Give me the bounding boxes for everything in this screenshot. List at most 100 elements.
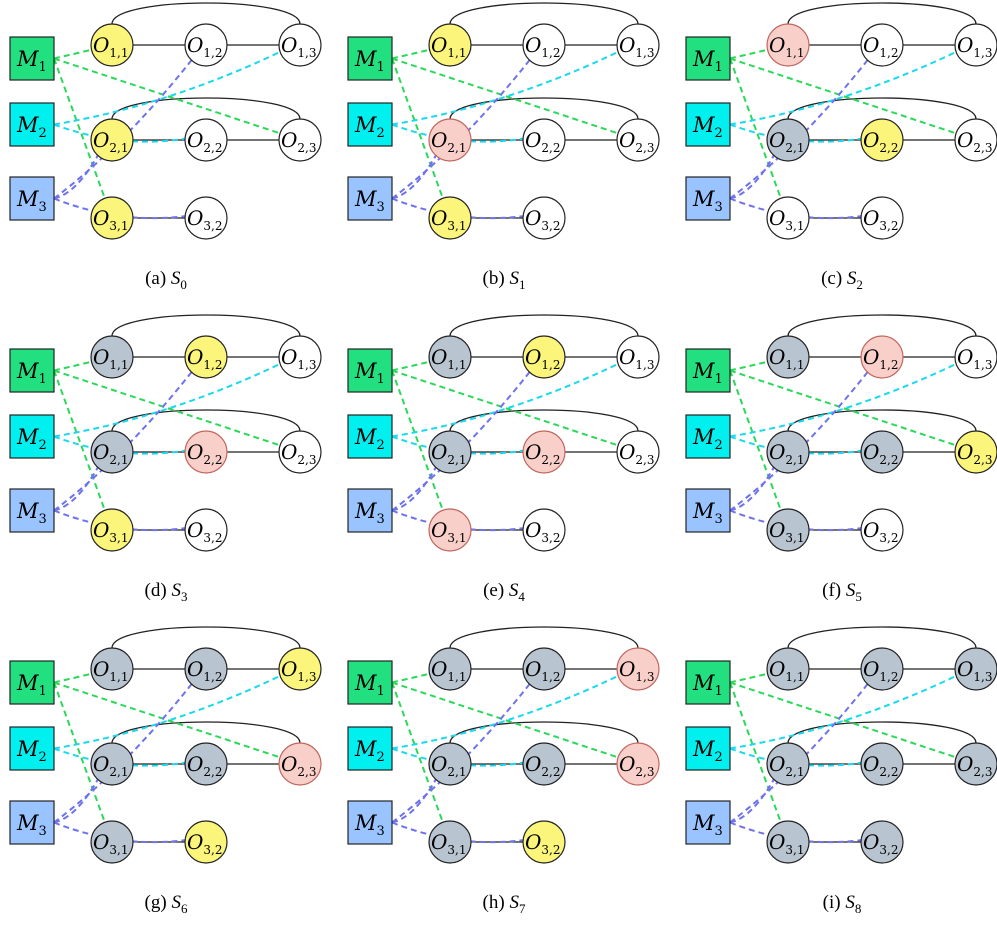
operation-o23: O2,3 <box>954 430 997 474</box>
machine-label: M1 <box>692 359 723 387</box>
operation-o21: O2,1 <box>90 430 134 474</box>
machine-edge-m1-o23 <box>53 369 284 448</box>
panel-s1: M1 M2 M3 O1,1 O1,2 O1,3 O2,1 O2,2 O2,3 O3,1 O3,2 (b… <box>338 0 670 312</box>
machine-edge-m2-o22 <box>391 435 527 455</box>
machine-label: M2 <box>692 425 723 453</box>
machine-box <box>347 348 393 393</box>
operation-label: O1,1 <box>93 657 129 684</box>
operation-node-done <box>90 335 134 379</box>
machine-m3: M3 <box>685 176 731 221</box>
machine-edge-m1-o23 <box>391 57 622 136</box>
graph-1: M1 M2 M3 O1,1 O1,2 O1,3 O2,1 O2,2 O2,3 O3,1 O3,2 <box>347 2 660 240</box>
machine-label: M2 <box>16 737 47 765</box>
operation-o11: O1,1 <box>766 23 810 67</box>
machine-edge-m1-o31 <box>53 682 107 826</box>
operation-node-done <box>184 742 228 786</box>
graph-3: M1 M2 M3 O1,1 O1,2 O1,3 O2,1 O2,2 O2,3 O3,1 O3,2 <box>9 314 322 552</box>
machine-label: M3 <box>692 187 723 215</box>
machine-m1: M1 <box>9 660 55 705</box>
operation-node-done <box>522 647 566 691</box>
caption-state-symbol: S <box>509 892 519 913</box>
panel-s6: M1 M2 M3 O1,1 O1,2 O1,3 O2,1 O2,2 O2,3 O3,1 O3,2 (g… <box>0 624 332 936</box>
operation-node-ready <box>522 820 566 864</box>
operation-node-done <box>766 742 810 786</box>
operation-node-done <box>954 742 997 786</box>
operation-node-processing <box>428 118 472 162</box>
machine-edge-m2-o13 <box>729 673 960 750</box>
operation-o21: O2,1 <box>766 742 810 786</box>
operation-label: O1,1 <box>93 345 129 372</box>
operation-o23: O2,3 <box>616 742 660 786</box>
operation-label: O2,2 <box>187 128 223 155</box>
job-link-o21-o23 <box>111 97 301 120</box>
operation-label: O2,2 <box>525 128 561 155</box>
operation-label: O3,2 <box>187 830 223 857</box>
operation-label: O3,1 <box>431 830 467 857</box>
operation-node-done <box>428 335 472 379</box>
machine-box <box>347 488 393 533</box>
machine-m2: M2 <box>347 102 393 147</box>
operation-o13: O1,3 <box>278 23 322 67</box>
operation-node-done <box>428 430 472 474</box>
operation-o13: O1,3 <box>616 335 660 379</box>
machine-box <box>347 660 393 705</box>
machine-box <box>9 660 55 705</box>
operation-label: O2,3 <box>957 440 993 467</box>
machine-edge-m3-o32 <box>729 821 865 844</box>
machine-edge-m3-o21 <box>53 152 101 200</box>
caption-tag: (b) <box>482 268 505 289</box>
operation-label: O3,1 <box>93 206 129 233</box>
machine-edge-m3-o32 <box>53 197 189 220</box>
operation-label: O3,1 <box>93 518 129 545</box>
operation-node-ready <box>90 118 134 162</box>
caption-state-index: 5 <box>855 588 862 604</box>
machine-edge-m1-o23 <box>729 57 960 136</box>
operation-node-ready <box>522 335 566 379</box>
operation-o23: O2,3 <box>278 118 322 162</box>
panel-caption: (f) S5 <box>676 580 997 605</box>
machine-m2: M2 <box>347 414 393 459</box>
job-link-o11-o13 <box>111 314 301 337</box>
machine-edge-m2-o13 <box>391 49 622 126</box>
operation-o22: O2,2 <box>860 742 904 786</box>
machine-m1: M1 <box>685 660 731 705</box>
machine-edge-m3-o21 <box>729 464 777 512</box>
machine-edge-m3-o32 <box>729 197 865 220</box>
machine-edge-m2-o22 <box>53 435 189 455</box>
machine-box <box>685 414 731 459</box>
caption-state-symbol: S <box>845 580 856 601</box>
operation-o13: O1,3 <box>616 647 660 691</box>
operation-o21: O2,1 <box>90 118 134 162</box>
operation-o23: O2,3 <box>616 118 660 162</box>
caption-state-index: 0 <box>180 276 187 292</box>
graph-2: M1 M2 M3 O1,1 O1,2 O1,3 O2,1 O2,2 O2,3 O3,1 O3,2 <box>685 2 997 240</box>
machine-label: M2 <box>692 737 723 765</box>
operation-label: O2,1 <box>93 752 129 779</box>
operation-o32: O3,2 <box>860 508 904 552</box>
machine-m3: M3 <box>347 176 393 221</box>
operation-label: O1,2 <box>187 657 223 684</box>
operation-o32: O3,2 <box>860 196 904 240</box>
machine-label: M1 <box>354 671 385 699</box>
machine-box <box>9 800 55 845</box>
caption-state-index: 4 <box>518 588 525 604</box>
operation-o32: O3,2 <box>860 820 904 864</box>
operation-node-processing <box>860 335 904 379</box>
caption-state-symbol: S <box>171 580 181 601</box>
operation-o22: O2,2 <box>184 430 228 474</box>
caption-tag: (c) <box>821 268 843 289</box>
caption-state-index: 2 <box>856 276 863 292</box>
caption-tag: (h) <box>482 892 505 913</box>
machine-edge-m1-o31 <box>391 58 445 202</box>
operation-label: O1,2 <box>525 33 561 60</box>
caption-state-index: 8 <box>854 900 862 916</box>
operation-node-idle <box>184 508 228 552</box>
machine-edge-m3-o21 <box>391 152 439 200</box>
operation-label: O1,3 <box>619 345 655 372</box>
job-link-o11-o13 <box>111 2 301 25</box>
machine-edge-m1-o31 <box>391 370 445 514</box>
operation-label: O2,2 <box>863 752 899 779</box>
machine-edge-m1-o11 <box>391 48 433 60</box>
panel-s0: M1 M2 M3 O1,1 O1,2 O1,3 O2,1 O2,2 O2,3 O3,1 O3,2 (a… <box>0 0 332 312</box>
operation-o31: O3,1 <box>428 508 472 552</box>
